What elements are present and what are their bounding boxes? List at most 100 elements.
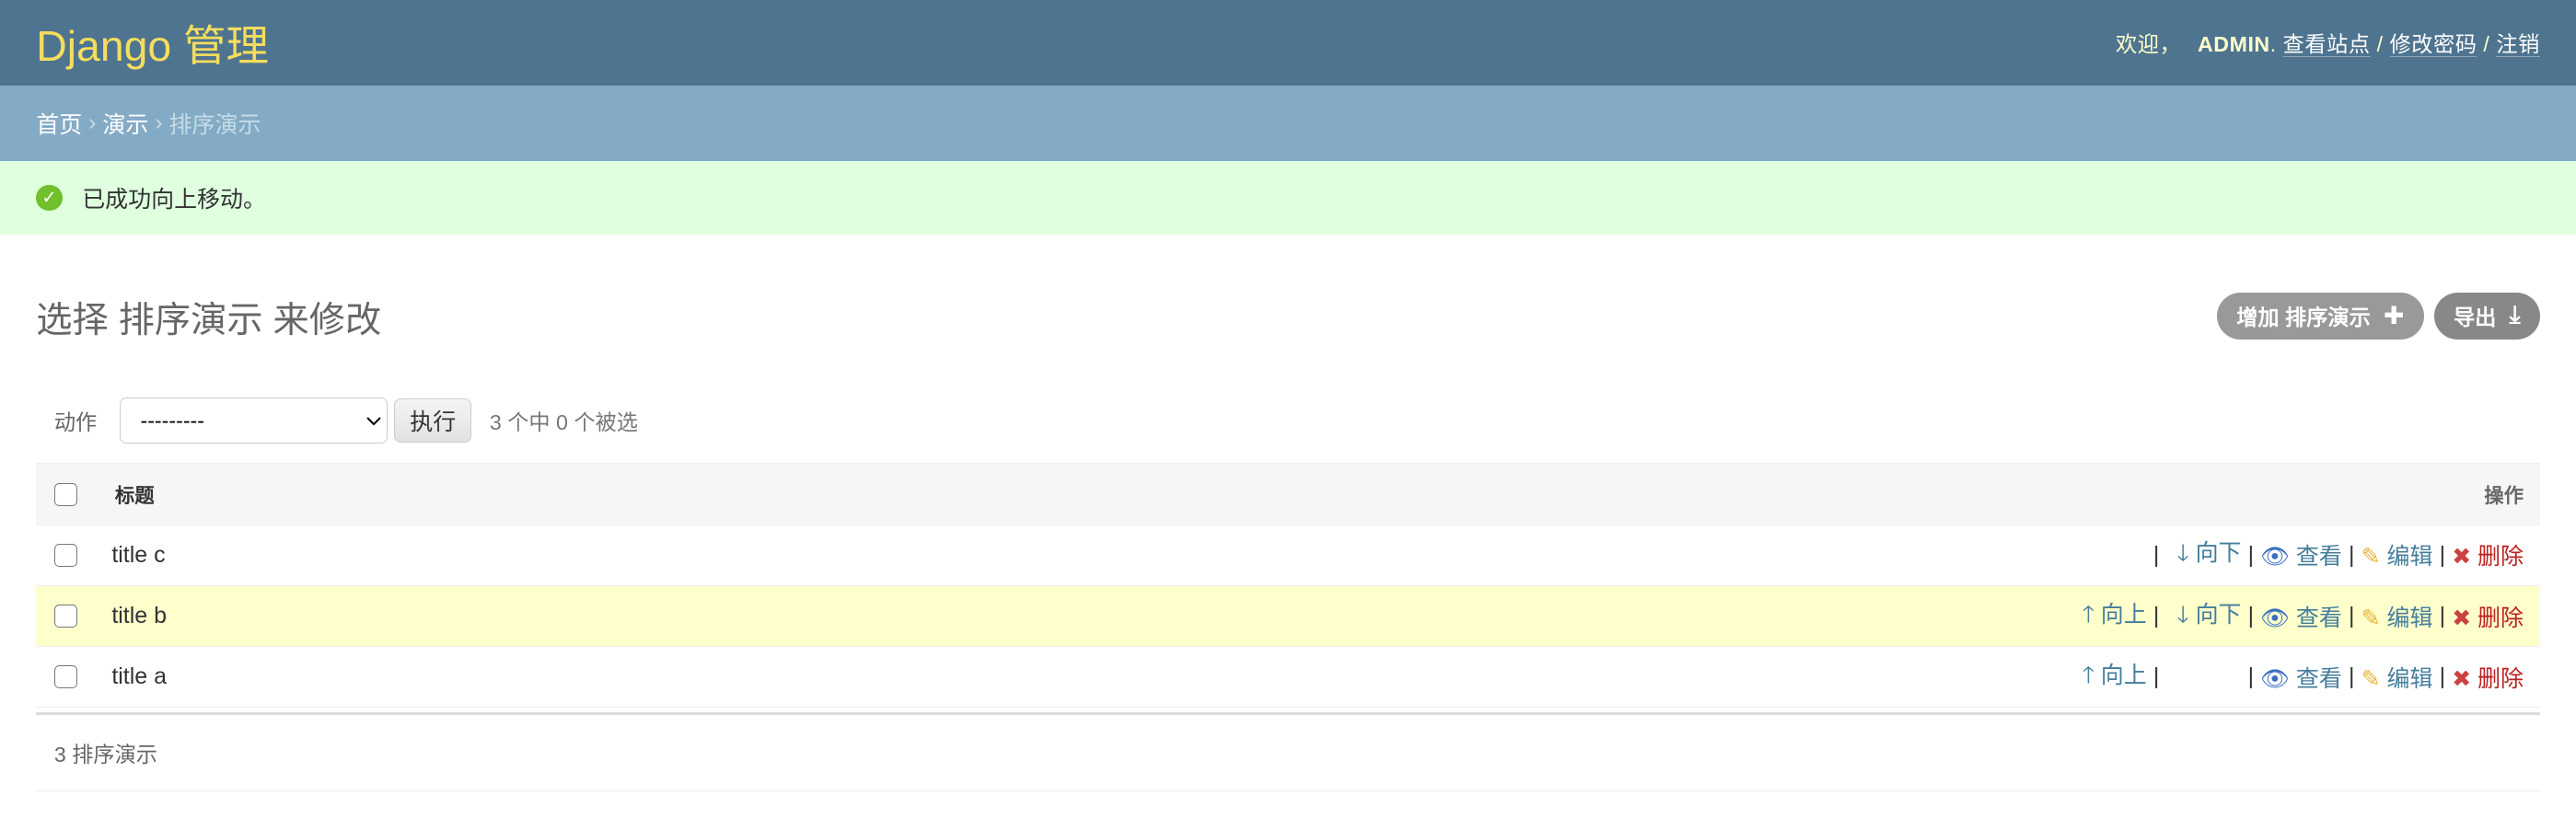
separator: | bbox=[2152, 603, 2160, 628]
separator: | bbox=[2349, 541, 2355, 568]
pencil-icon: ✎ bbox=[2361, 665, 2381, 692]
delete-link[interactable]: ✖ 删除 bbox=[2452, 600, 2524, 633]
table-row: title c | 🡓 向下 | 👁 查看 | ✎ 编辑 | ✖ 删除 bbox=[36, 525, 2540, 586]
change-password-link[interactable]: 修改密码 bbox=[2389, 32, 2477, 58]
separator: | bbox=[2247, 603, 2255, 628]
row-title: title a bbox=[111, 663, 167, 690]
separator: / bbox=[2483, 32, 2490, 57]
table-row: title b 🡑 向上 | 🡓 向下 | 👁 查看 | ✎ 编辑 | ✖ 删除 bbox=[36, 586, 2540, 648]
view-link[interactable]: 👁 查看 bbox=[2260, 538, 2342, 571]
separator: | bbox=[2439, 603, 2446, 628]
page-title: 选择 排序演示 来修改 bbox=[36, 299, 382, 340]
view-site-link[interactable]: 查看站点 bbox=[2282, 32, 2371, 58]
site-brand[interactable]: Django 管理 bbox=[36, 21, 269, 70]
row-checkbox[interactable] bbox=[53, 544, 77, 567]
view-link[interactable]: 👁 查看 bbox=[2260, 661, 2342, 694]
object-tools: 增加 排序演示 ✚ 导出 ⤓ bbox=[2216, 292, 2540, 340]
move-up-link[interactable]: 🡑 向上 bbox=[2083, 657, 2147, 697]
separator: / bbox=[2376, 32, 2384, 57]
edit-label: 编辑 bbox=[2386, 544, 2433, 571]
user-tools: 欢迎， ADMIN. 查看站点 / 修改密码 / 注销 bbox=[2116, 32, 2540, 58]
message-text: 已成功向上移动。 bbox=[82, 187, 266, 213]
eye-icon: 👁 bbox=[2260, 544, 2290, 571]
move-down-link[interactable]: 🡓 向下 bbox=[2177, 535, 2242, 575]
pencil-icon: ✎ bbox=[2361, 544, 2381, 571]
selection-counter: 3 个中 0 个被选 bbox=[489, 409, 638, 434]
download-icon: ⤓ bbox=[2509, 301, 2521, 329]
separator: | bbox=[2152, 541, 2160, 568]
check-circle-icon: ✓ bbox=[36, 184, 63, 212]
export-button[interactable]: 导出 ⤓ bbox=[2433, 292, 2540, 340]
column-header-title[interactable]: 标题 bbox=[114, 484, 155, 507]
row-actions: | 🡓 向下 | 👁 查看 | ✎ 编辑 | ✖ 删除 bbox=[2071, 535, 2524, 575]
move-down-label: 向下 bbox=[2195, 540, 2242, 567]
row-title: title b bbox=[111, 603, 167, 628]
separator: | bbox=[2349, 663, 2355, 690]
row-title: title c bbox=[111, 541, 166, 568]
welcome-text: 欢迎， bbox=[2116, 32, 2182, 57]
separator: | bbox=[2152, 663, 2160, 690]
edit-link[interactable]: ✎ 编辑 bbox=[2361, 600, 2433, 633]
select-all-checkbox[interactable] bbox=[53, 482, 77, 506]
breadcrumb: 首页 › 演示 › 排序演示 bbox=[0, 85, 2576, 161]
arrow-up-icon: 🡑 bbox=[2082, 601, 2094, 628]
add-button[interactable]: 增加 排序演示 ✚ bbox=[2216, 292, 2424, 340]
result-count: 3 排序演示 bbox=[36, 712, 2540, 792]
move-up-label: 向上 bbox=[2100, 601, 2147, 628]
edit-label: 编辑 bbox=[2386, 605, 2433, 631]
view-label: 查看 bbox=[2295, 665, 2342, 692]
move-up-link[interactable]: 🡑 向上 bbox=[2083, 596, 2147, 637]
view-link[interactable]: 👁 查看 bbox=[2260, 600, 2342, 633]
delete-x-icon: ✖ bbox=[2452, 665, 2472, 692]
separator: | bbox=[2247, 541, 2255, 568]
move-down-label: 向下 bbox=[2195, 601, 2242, 628]
row-actions: 🡑 向上 | | 👁 查看 | ✎ 编辑 | ✖ 删除 bbox=[2071, 657, 2524, 697]
eye-icon: 👁 bbox=[2260, 665, 2290, 692]
delete-x-icon: ✖ bbox=[2452, 544, 2472, 571]
breadcrumb-sep: › bbox=[88, 110, 97, 136]
success-message: ✓ 已成功向上移动。 bbox=[0, 160, 2576, 236]
arrow-up-icon: 🡑 bbox=[2082, 662, 2094, 688]
delete-link[interactable]: ✖ 删除 bbox=[2452, 661, 2524, 694]
row-checkbox[interactable] bbox=[53, 665, 77, 688]
move-down-link[interactable]: 🡓 向下 bbox=[2177, 596, 2242, 637]
delete-label: 删除 bbox=[2477, 544, 2524, 571]
delete-x-icon: ✖ bbox=[2452, 605, 2472, 631]
edit-link[interactable]: ✎ 编辑 bbox=[2361, 661, 2433, 694]
username: ADMIN bbox=[2198, 32, 2270, 57]
export-label: 导出 bbox=[2453, 305, 2497, 330]
eye-icon: 👁 bbox=[2260, 605, 2290, 631]
delete-label: 删除 bbox=[2477, 665, 2524, 692]
action-label: 动作 bbox=[53, 409, 98, 434]
actions-bar: 动作 --------- 执行 3 个中 0 个被选 bbox=[36, 397, 2540, 444]
action-select[interactable]: --------- bbox=[120, 397, 389, 444]
pencil-icon: ✎ bbox=[2361, 605, 2381, 631]
table-header: 标题 操作 bbox=[36, 463, 2540, 525]
delete-label: 删除 bbox=[2477, 605, 2524, 631]
result-table: 标题 操作 title c | 🡓 向下 | 👁 查看 | ✎ 编辑 | ✖ 删除 t… bbox=[36, 463, 2540, 709]
logout-link[interactable]: 注销 bbox=[2496, 32, 2540, 58]
separator: | bbox=[2247, 663, 2255, 690]
breadcrumb-sep: › bbox=[155, 110, 163, 136]
row-actions: 🡑 向上 | 🡓 向下 | 👁 查看 | ✎ 编辑 | ✖ 删除 bbox=[2071, 596, 2524, 637]
move-up-label: 向上 bbox=[2100, 662, 2147, 688]
breadcrumb-home[interactable]: 首页 bbox=[36, 111, 83, 138]
view-label: 查看 bbox=[2295, 544, 2342, 571]
go-button[interactable]: 执行 bbox=[394, 398, 472, 443]
plus-icon: ✚ bbox=[2384, 301, 2405, 329]
edit-link[interactable]: ✎ 编辑 bbox=[2361, 538, 2433, 571]
column-header-ops: 操作 bbox=[2484, 484, 2524, 507]
separator: | bbox=[2439, 541, 2446, 568]
delete-link[interactable]: ✖ 删除 bbox=[2452, 538, 2524, 571]
view-label: 查看 bbox=[2295, 605, 2342, 631]
header: Django 管理 欢迎， ADMIN. 查看站点 / 修改密码 / 注销 bbox=[0, 0, 2576, 86]
arrow-down-icon: 🡓 bbox=[2176, 601, 2189, 628]
add-label: 增加 排序演示 bbox=[2236, 305, 2371, 330]
row-checkbox[interactable] bbox=[53, 605, 77, 628]
breadcrumb-current: 排序演示 bbox=[168, 111, 261, 138]
edit-label: 编辑 bbox=[2386, 665, 2433, 692]
separator: | bbox=[2439, 663, 2446, 690]
table-row: title a 🡑 向上 | | 👁 查看 | ✎ 编辑 | ✖ 删除 bbox=[36, 647, 2540, 709]
separator: | bbox=[2349, 603, 2355, 628]
breadcrumb-app[interactable]: 演示 bbox=[102, 111, 149, 138]
